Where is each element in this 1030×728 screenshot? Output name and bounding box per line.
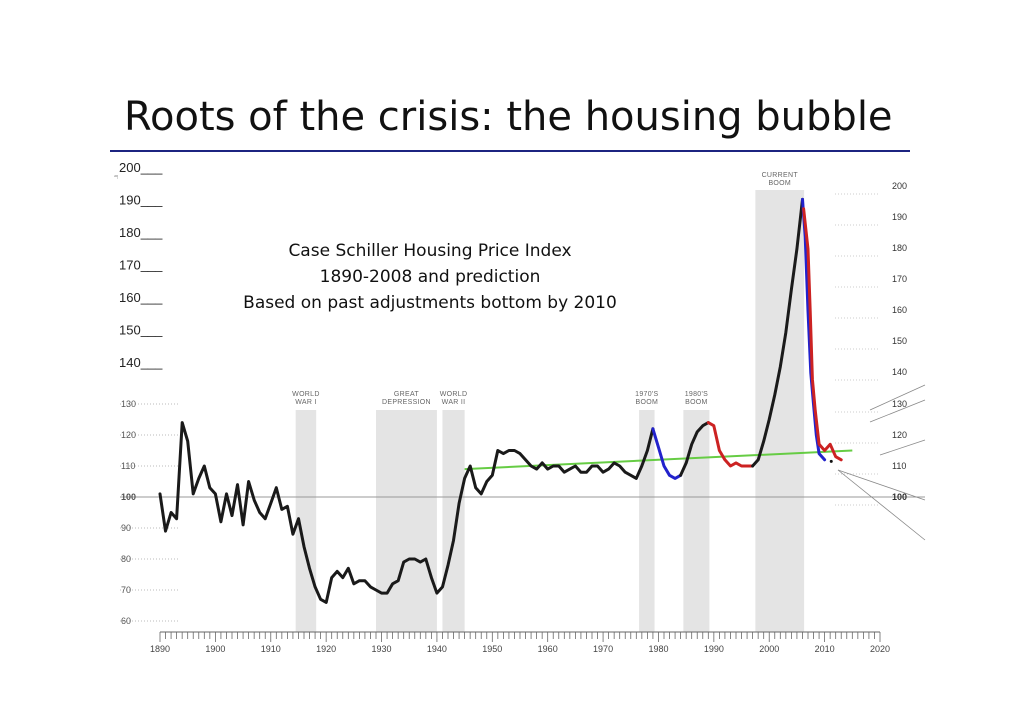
x-tick-label: 2000: [759, 644, 779, 654]
shaded-period-label: WORLD: [440, 391, 468, 398]
projection-line: [837, 469, 926, 501]
y-inner-tick-label: 110: [121, 461, 135, 471]
projection-line: [869, 399, 926, 423]
shaded-period-label: CURRENT: [762, 172, 799, 179]
x-tick-label: 1890: [150, 644, 170, 654]
y-left-overlay-label: 140___: [119, 355, 163, 370]
shaded-period-label: 1980'S: [685, 391, 708, 398]
series-line-2: [679, 421, 710, 477]
shaded-period-label: WORLD: [292, 391, 320, 398]
x-tick-label: 1900: [205, 644, 225, 654]
y-inner-tick-label: 80: [121, 554, 131, 564]
title-underline: [110, 150, 910, 152]
shaded-period-1: [376, 410, 437, 632]
projection-line: [837, 469, 926, 541]
y-left-overlay-label: 170___: [119, 258, 163, 273]
x-tick-label: 1910: [261, 644, 281, 654]
series-line-3: [706, 421, 755, 468]
x-tick-label: 1940: [427, 644, 447, 654]
y-right-tick-label: 120: [892, 430, 907, 440]
x-tick-label: 1930: [372, 644, 392, 654]
y-right-tick-label: 160: [892, 305, 907, 315]
shaded-period-label: WAR I: [295, 399, 316, 406]
slide-title: Roots of the crisis: the housing bubble: [124, 94, 893, 140]
y-right-tick-label: 130: [892, 399, 907, 409]
x-tick-label: 1990: [704, 644, 724, 654]
x-tick-label: 1970: [593, 644, 613, 654]
y-right-tick-label: 100: [892, 492, 907, 502]
series-line-6: [802, 207, 843, 462]
y-left-overlay-label: 160___: [119, 290, 163, 305]
y-right-tick-label: 150: [892, 336, 907, 346]
y-inner-tick-label: 120: [121, 430, 136, 440]
x-tick-label: 2010: [815, 644, 835, 654]
y-inner-tick-label: 90: [121, 523, 131, 533]
y-left-overlay-label: 150___: [119, 323, 163, 338]
shaded-period-3: [639, 410, 655, 632]
y-right-tick-label: 190: [892, 212, 907, 222]
shaded-period-label: WAR II: [442, 399, 466, 406]
shaded-period-label: BOOM: [636, 399, 659, 406]
projection-line: [879, 439, 926, 456]
shaded-period-label: BOOM: [768, 180, 791, 187]
x-axis: 1890 1900 1910 1920 1930 1940 1950 1960 1970 1980…: [150, 631, 890, 654]
y-right-tick-label: 170: [892, 274, 907, 284]
series-line-1: [651, 427, 683, 480]
chart-subtitle-line-2: 1890-2008 and prediction: [319, 267, 541, 287]
shaded-period-label: BOOM: [685, 399, 708, 406]
y-axis-left-overlay: 200___ 190___ 180___ 170___ 160___ 150___ 140_…: [119, 160, 163, 370]
shaded-period-label: DEPRESSION: [382, 399, 431, 406]
y-right-tick-label: 200: [892, 181, 907, 191]
series-line-4: [751, 197, 804, 468]
projection-line: [869, 384, 926, 411]
chart-subtitle-line-1: Case Schiller Housing Price Index: [288, 241, 572, 261]
y-axis-right: 200 190 180 170 160 150 140 130 120 110 100: [892, 181, 907, 502]
x-tick-label: 1920: [316, 644, 336, 654]
series-lines: [158, 197, 843, 604]
y-inner-tick-label: 100: [121, 492, 136, 502]
shaded-period-4: [683, 410, 710, 632]
y-inner-tick-label: 60: [121, 616, 131, 626]
bottom-marker: [829, 459, 833, 463]
y-inner-tick-label: 130: [121, 399, 136, 409]
y-left-overlay-label: 200___: [119, 160, 163, 175]
y-inner-tick-label: 70: [121, 585, 131, 595]
y-right-tick-label: 180: [892, 243, 907, 253]
x-tick-label: 1950: [482, 644, 502, 654]
x-tick-label: 2020: [870, 644, 890, 654]
series-line-0: [158, 421, 655, 604]
shaded-period-2: [442, 410, 465, 632]
chart-subtitle-line-3: Based on past adjustments bottom by 2010: [243, 293, 617, 313]
shaded-period-label: GREAT: [394, 391, 420, 398]
y-left-overlay-label: 180___: [119, 225, 163, 240]
y-right-tick-label: 140: [892, 367, 907, 377]
y-left-overlay-label: 190___: [119, 193, 163, 208]
x-tick-label: 1980: [648, 644, 668, 654]
y-axis-inner: 130 120 110 100 90 80 70 60: [121, 399, 136, 626]
projection-lines: [837, 384, 926, 541]
shaded-period-label: 1970'S: [635, 391, 658, 398]
y-right-tick-label: 110: [892, 461, 906, 471]
x-tick-label: 1960: [538, 644, 558, 654]
